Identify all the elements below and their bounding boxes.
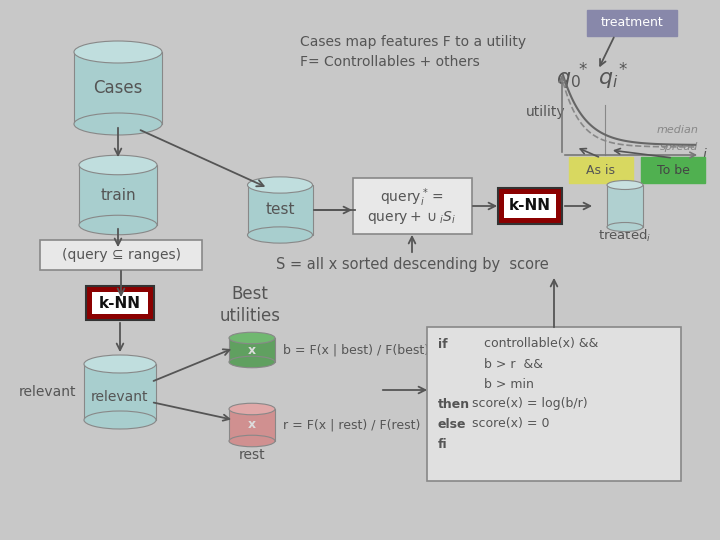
- Bar: [84, 364, 156, 420]
- Bar: [229, 409, 275, 441]
- Ellipse shape: [229, 435, 275, 447]
- Text: spread: spread: [660, 142, 698, 152]
- Text: $q_0$: $q_0$: [556, 70, 580, 90]
- Ellipse shape: [229, 332, 275, 344]
- Text: train: train: [100, 187, 136, 202]
- Ellipse shape: [74, 41, 162, 63]
- Text: F= Controllables + others: F= Controllables + others: [300, 55, 480, 69]
- Text: Cases map features F to a utility: Cases map features F to a utility: [300, 35, 526, 49]
- Ellipse shape: [79, 215, 157, 235]
- Text: relevant: relevant: [91, 390, 149, 404]
- Ellipse shape: [74, 113, 162, 135]
- Bar: [74, 52, 162, 124]
- Text: r = F(x | rest) / F(rest): r = F(x | rest) / F(rest): [283, 418, 420, 431]
- FancyBboxPatch shape: [569, 157, 633, 183]
- Text: Best
utilities: Best utilities: [220, 285, 281, 325]
- Text: $q_i$: $q_i$: [598, 70, 618, 90]
- FancyBboxPatch shape: [427, 327, 681, 481]
- Text: i: i: [703, 148, 707, 162]
- Text: controllable(x) &&: controllable(x) &&: [468, 338, 598, 350]
- Ellipse shape: [229, 356, 275, 368]
- Bar: [229, 338, 275, 362]
- Text: To be: To be: [657, 164, 690, 177]
- Bar: [607, 185, 643, 227]
- Ellipse shape: [79, 156, 157, 175]
- Text: As is: As is: [587, 164, 616, 177]
- FancyBboxPatch shape: [353, 178, 472, 234]
- Text: utility: utility: [526, 105, 566, 119]
- Text: score(x) = 0: score(x) = 0: [468, 417, 549, 430]
- Text: then: then: [438, 397, 470, 410]
- Text: score(x) = log(b/r): score(x) = log(b/r): [468, 397, 588, 410]
- Text: Cases: Cases: [94, 79, 143, 97]
- Text: treatment: treatment: [600, 17, 663, 30]
- FancyBboxPatch shape: [498, 188, 562, 224]
- Text: x: x: [248, 418, 256, 431]
- Text: *: *: [618, 61, 627, 79]
- Text: S = all x sorted descending by  score: S = all x sorted descending by score: [276, 258, 549, 273]
- Ellipse shape: [248, 227, 312, 243]
- Text: $\mathrm{query} + \cup_i S_i$: $\mathrm{query} + \cup_i S_i$: [367, 210, 456, 226]
- Text: k-NN: k-NN: [99, 295, 141, 310]
- Text: $\mathrm{query}_i^* =$: $\mathrm{query}_i^* =$: [380, 187, 444, 210]
- Text: relevant: relevant: [19, 385, 76, 399]
- Ellipse shape: [607, 222, 643, 232]
- Text: b = F(x | best) / F(best): b = F(x | best) / F(best): [283, 343, 429, 356]
- Text: median: median: [656, 125, 698, 135]
- FancyBboxPatch shape: [641, 157, 705, 183]
- Text: b > r  &&: b > r &&: [468, 357, 543, 370]
- Bar: [79, 165, 157, 225]
- Text: x: x: [248, 343, 256, 356]
- Ellipse shape: [607, 180, 643, 190]
- Ellipse shape: [84, 355, 156, 373]
- FancyBboxPatch shape: [40, 240, 202, 270]
- Ellipse shape: [229, 403, 275, 415]
- Ellipse shape: [84, 411, 156, 429]
- Ellipse shape: [248, 177, 312, 193]
- Text: b > min: b > min: [468, 377, 534, 390]
- Text: else: else: [438, 417, 467, 430]
- Bar: [248, 185, 312, 235]
- Text: rest: rest: [239, 448, 265, 462]
- Text: treated$_i$: treated$_i$: [598, 228, 652, 244]
- FancyBboxPatch shape: [92, 292, 148, 314]
- Text: test: test: [265, 202, 294, 218]
- FancyBboxPatch shape: [504, 194, 556, 218]
- Text: if: if: [438, 338, 448, 350]
- Text: k-NN: k-NN: [509, 199, 551, 213]
- Text: *: *: [579, 61, 588, 79]
- Text: (query ⊆ ranges): (query ⊆ ranges): [61, 248, 181, 262]
- FancyBboxPatch shape: [587, 10, 677, 36]
- FancyBboxPatch shape: [86, 286, 154, 320]
- Text: fi: fi: [438, 437, 448, 450]
